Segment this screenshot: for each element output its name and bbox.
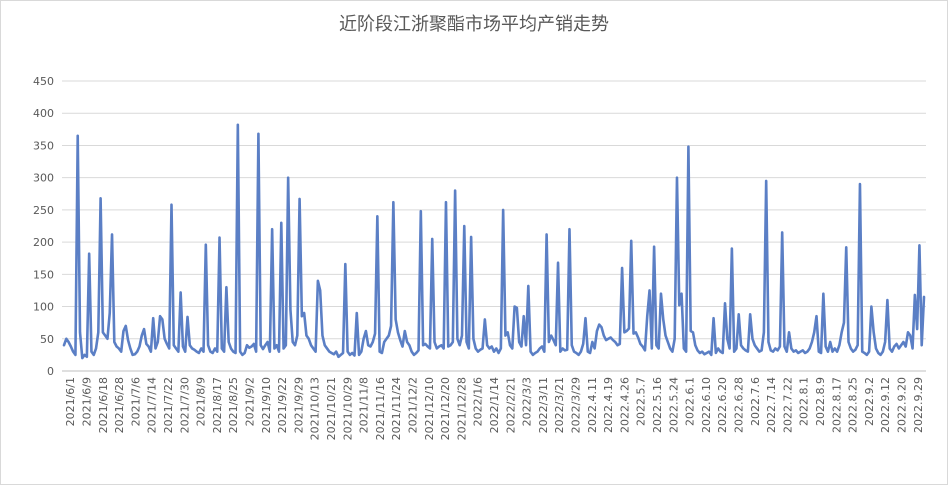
x-tick-label: 2022.8.17 [830, 377, 843, 433]
x-tick-label: 2021/9/10 [260, 377, 273, 433]
x-tick-label: 2022.4.11 [586, 377, 599, 433]
x-tick-label: 2021/7/6 [129, 377, 142, 426]
x-tick-label: 2022/3/21 [553, 377, 566, 433]
x-tick-label: 2022.5.24 [667, 377, 680, 433]
y-tick-label: 400 [33, 107, 54, 120]
y-tick-label: 150 [33, 268, 54, 281]
y-tick-label: 200 [33, 236, 54, 249]
x-tick-label: 2022.5.7 [635, 377, 648, 426]
x-tick-label: 2021/10/29 [341, 377, 354, 440]
x-tick-label: 2021/12/28 [455, 377, 468, 440]
x-tick-label: 2021/12/20 [439, 377, 452, 440]
x-tick-label: 2021/6/9 [80, 377, 93, 426]
x-tick-label: 2022.6.20 [716, 377, 729, 433]
x-tick-label: 2022.9.29 [912, 377, 925, 433]
x-tick-label: 2022.9.2 [863, 377, 876, 426]
y-tick-label: 100 [33, 301, 54, 314]
y-tick-label: 450 [33, 75, 54, 88]
x-tick-label: 2022.7.22 [781, 377, 794, 433]
x-tick-label: 2021/8/9 [195, 377, 208, 426]
x-tick-label: 2022.6.1 [684, 377, 697, 426]
x-tick-label: 2021/7/30 [178, 377, 191, 433]
x-tick-label: 2021/12/10 [423, 377, 436, 440]
x-tick-label: 2022/3/29 [570, 377, 583, 433]
y-tick-label: 0 [47, 365, 54, 378]
x-tick-label: 2022.9.20 [896, 377, 909, 433]
x-tick-label: 2022.8.9 [814, 377, 827, 426]
x-tick-label: 2021/8/17 [211, 377, 224, 433]
x-tick-label: 2021/11/8 [358, 377, 371, 433]
x-tick-label: 2022.8.1 [798, 377, 811, 426]
x-tick-label: 2022/3/11 [537, 377, 550, 433]
x-tick-label: 2021/12/2 [406, 377, 419, 433]
y-tick-label: 250 [33, 204, 54, 217]
y-tick-label: 350 [33, 139, 54, 152]
x-tick-label: 2021/7/22 [162, 377, 175, 433]
x-tick-label: 2022/3/3 [521, 377, 534, 426]
x-tick-label: 2021/11/16 [374, 377, 387, 440]
x-tick-label: 2021/10/13 [309, 377, 322, 440]
x-tick-label: 2021/6/18 [97, 377, 110, 433]
x-tick-label: 2022.4.19 [602, 377, 615, 433]
x-tick-label: 2022.8.25 [847, 377, 860, 433]
x-tick-label: 2022.6.28 [733, 377, 746, 433]
x-tick-label: 2022.5.16 [651, 377, 664, 433]
x-tick-label: 2021/11/24 [390, 377, 403, 440]
x-tick-label: 2021/6/28 [113, 377, 126, 433]
x-tick-label: 2021/8/25 [227, 377, 240, 433]
x-tick-label: 2021/9/29 [292, 377, 305, 433]
x-tick-label: 2021/9/2 [243, 377, 256, 426]
x-tick-label: 2022.7.14 [765, 377, 778, 433]
x-tick-label: 2022.6.10 [700, 377, 713, 433]
x-tick-label: 2021/9/22 [276, 377, 289, 433]
x-tick-label: 2021/7/14 [146, 377, 159, 433]
y-tick-label: 50 [40, 333, 54, 346]
series-line [62, 123, 926, 360]
x-tick-label: 2022.7.6 [749, 377, 762, 426]
x-tick-label: 2022/1/6 [472, 377, 485, 426]
chart-title: 近阶段江浙聚酯市场平均产销走势 [339, 14, 609, 35]
x-tick-label: 2021/10/21 [325, 377, 338, 440]
x-tick-label: 2022.9.12 [879, 377, 892, 433]
x-tick-label: 2022/1/14 [488, 377, 501, 433]
x-tick-label: 2022.4.26 [618, 377, 631, 433]
y-tick-label: 300 [33, 172, 54, 185]
x-tick-label: 2022/2/21 [504, 377, 517, 433]
x-tick-label: 2021/6/1 [64, 377, 77, 426]
